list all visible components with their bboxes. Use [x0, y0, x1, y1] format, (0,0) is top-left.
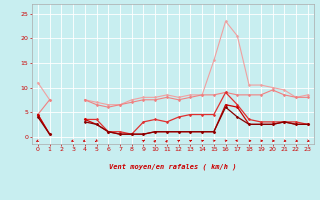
X-axis label: Vent moyen/en rafales ( km/h ): Vent moyen/en rafales ( km/h ) — [109, 164, 236, 170]
